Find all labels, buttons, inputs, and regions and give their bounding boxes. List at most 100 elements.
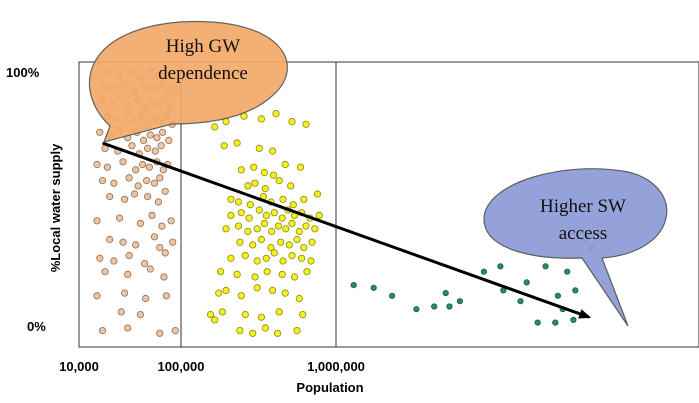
point-medium-city bbox=[293, 326, 301, 335]
point-small-city bbox=[140, 136, 148, 144]
point-medium-city bbox=[267, 244, 275, 252]
point-medium-city bbox=[295, 294, 303, 303]
callout-higher-sw: Higher SW access bbox=[483, 168, 668, 327]
point-medium-city bbox=[277, 238, 285, 246]
point-small-city bbox=[141, 259, 149, 268]
point-medium-city bbox=[275, 308, 283, 316]
point-large-city bbox=[534, 319, 541, 326]
point-small-city bbox=[160, 273, 168, 281]
point-medium-city bbox=[253, 284, 261, 292]
point-medium-city bbox=[297, 254, 306, 262]
callout-higher-sw-bubble bbox=[483, 168, 668, 327]
point-small-city bbox=[96, 128, 104, 136]
callout-high-gw-line-1: High GW bbox=[166, 36, 240, 57]
point-medium-city bbox=[245, 214, 253, 222]
point-small-city bbox=[167, 217, 175, 225]
point-medium-city bbox=[237, 209, 245, 217]
point-small-city bbox=[171, 326, 179, 335]
point-medium-city bbox=[288, 118, 296, 126]
point-medium-city bbox=[273, 329, 282, 337]
series-2 bbox=[350, 236, 595, 326]
point-medium-city bbox=[278, 270, 286, 278]
point-small-city bbox=[132, 166, 140, 174]
point-medium-city bbox=[313, 190, 322, 198]
point-small-city bbox=[156, 174, 164, 182]
point-small-city bbox=[128, 142, 136, 150]
point-small-city bbox=[143, 177, 151, 185]
point-medium-city bbox=[300, 244, 308, 252]
point-small-city bbox=[101, 268, 109, 276]
point-small-city bbox=[121, 289, 129, 297]
point-small-city bbox=[150, 233, 159, 241]
point-medium-city bbox=[249, 329, 257, 337]
point-small-city bbox=[153, 134, 161, 142]
point-small-city bbox=[159, 166, 167, 174]
point-medium-city bbox=[302, 222, 310, 230]
point-medium-city bbox=[278, 214, 286, 222]
point-small-city bbox=[144, 144, 152, 152]
point-large-city bbox=[554, 292, 562, 299]
point-small-city bbox=[159, 128, 167, 136]
point-medium-city bbox=[270, 249, 278, 257]
point-large-city bbox=[570, 316, 577, 323]
point-medium-city bbox=[270, 209, 278, 217]
point-medium-city bbox=[303, 268, 311, 276]
point-small-city bbox=[169, 238, 177, 246]
point-small-city bbox=[136, 219, 144, 227]
point-medium-city bbox=[206, 310, 215, 319]
point-medium-city bbox=[282, 225, 290, 233]
point-medium-city bbox=[253, 225, 261, 233]
point-small-city bbox=[93, 160, 101, 169]
point-small-city bbox=[154, 198, 162, 206]
point-medium-city bbox=[257, 115, 265, 123]
point-large-city bbox=[552, 319, 559, 326]
point-medium-city bbox=[268, 286, 277, 294]
point-medium-city bbox=[237, 292, 245, 300]
point-small-city bbox=[96, 254, 104, 262]
point-small-city bbox=[106, 235, 114, 244]
point-medium-city bbox=[272, 110, 280, 118]
point-medium-city bbox=[220, 142, 228, 150]
callout-high-gw-bubble bbox=[88, 20, 288, 143]
point-medium-city bbox=[263, 268, 271, 276]
point-small-city bbox=[134, 182, 142, 190]
point-large-city bbox=[564, 268, 571, 275]
point-small-city bbox=[121, 195, 129, 203]
point-medium-city bbox=[233, 270, 241, 278]
point-medium-city bbox=[234, 198, 243, 206]
callout-high-gw-line-2: dependence bbox=[158, 63, 248, 84]
point-medium-city bbox=[302, 120, 310, 128]
point-medium-city bbox=[255, 206, 263, 214]
callouts: High GW dependence Higher SW access bbox=[88, 20, 668, 327]
point-medium-city bbox=[293, 235, 301, 244]
point-small-city bbox=[98, 326, 107, 335]
point-medium-city bbox=[249, 241, 257, 249]
point-large-city bbox=[456, 298, 463, 305]
point-small-city bbox=[125, 252, 133, 260]
point-small-city bbox=[119, 158, 127, 166]
point-medium-city bbox=[244, 182, 252, 190]
point-small-city bbox=[142, 294, 150, 303]
point-large-city bbox=[413, 306, 420, 313]
point-medium-city bbox=[275, 177, 283, 185]
point-small-city bbox=[162, 292, 170, 300]
point-medium-city bbox=[289, 201, 297, 209]
x-tick-10000: 10,000 bbox=[59, 359, 99, 374]
point-medium-city bbox=[211, 316, 219, 324]
point-small-city bbox=[145, 163, 153, 171]
point-medium-city bbox=[281, 160, 289, 169]
point-medium-city bbox=[260, 168, 268, 177]
point-small-city bbox=[110, 179, 118, 187]
point-medium-city bbox=[222, 225, 230, 233]
point-medium-city bbox=[279, 195, 287, 203]
point-medium-city bbox=[261, 324, 269, 332]
point-small-city bbox=[146, 265, 154, 273]
point-medium-city bbox=[241, 310, 249, 319]
point-small-city bbox=[146, 131, 154, 139]
point-medium-city bbox=[251, 179, 259, 187]
y-tick-100: 100% bbox=[6, 65, 40, 80]
point-medium-city bbox=[218, 308, 226, 316]
point-medium-city bbox=[307, 257, 315, 265]
point-small-city bbox=[124, 324, 132, 332]
